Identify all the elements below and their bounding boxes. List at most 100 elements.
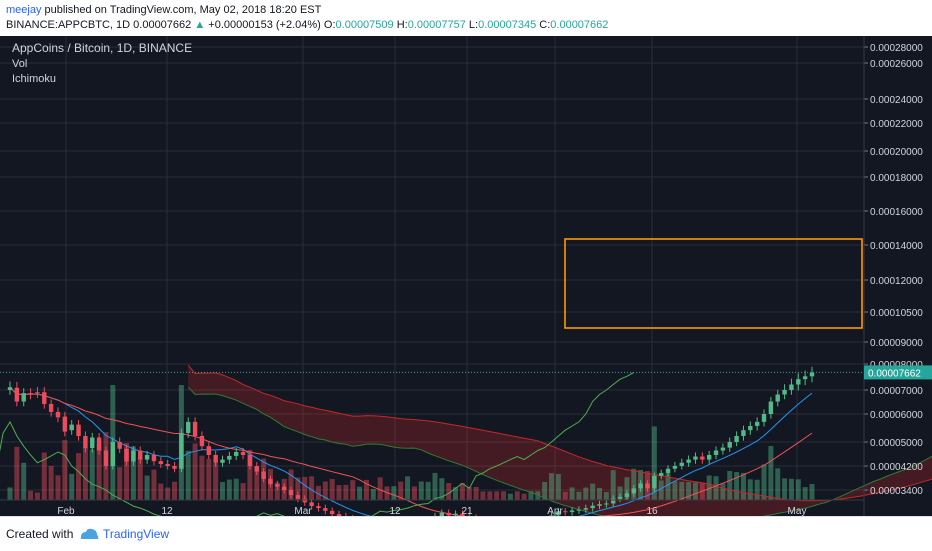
volume-bar (158, 483, 164, 500)
volume-bar (130, 446, 136, 500)
volume-bar (411, 486, 417, 500)
chart-area[interactable]: 0.00028000 0.00026000 0.00024000 0.00022000… (0, 36, 932, 532)
price-tick-label: 0.00006000 (870, 410, 923, 421)
candle-body (295, 495, 301, 499)
candlestick-chart[interactable]: 0.00028000 0.00026000 0.00024000 0.00022000… (0, 36, 932, 532)
price-scale-background (864, 36, 932, 516)
candle-body (611, 498, 616, 504)
volume-bar (459, 482, 465, 500)
candle-body (658, 472, 664, 476)
candle-body (28, 393, 33, 395)
volume-bar (466, 487, 472, 500)
candle-body (645, 483, 650, 489)
volume-bar (315, 485, 321, 500)
volume-bar (692, 482, 698, 500)
volume-bar (14, 446, 20, 500)
tradingview-link[interactable]: TradingView (103, 527, 170, 541)
volume-bar (727, 471, 733, 500)
volume-bar (555, 473, 561, 500)
candle-body (453, 513, 458, 516)
candle-body (309, 502, 314, 507)
volume-bar (377, 477, 383, 500)
volume-bar (487, 491, 493, 500)
chart-background (0, 36, 864, 516)
created-with-text: Created with (6, 527, 74, 541)
volume-bar (706, 475, 712, 500)
tradingview-logo-icon[interactable] (78, 526, 100, 542)
candle-body (281, 486, 287, 490)
volume-bar (453, 487, 459, 500)
volume-bar (144, 475, 150, 500)
candle-body (809, 372, 815, 377)
volume-bar (288, 469, 294, 500)
candle-body (96, 437, 102, 451)
last-price-label: 0.00007662 (868, 368, 921, 379)
candle-body (624, 493, 630, 497)
volume-bar (521, 493, 527, 500)
high-value: 0.00007757 (407, 19, 466, 31)
publish-line: meejay published on TradingView.com, May… (6, 4, 321, 16)
candle-body (179, 433, 184, 469)
drawings (0, 238, 864, 373)
volume-bar (418, 481, 424, 500)
candle-body (261, 471, 266, 479)
volume-bar (172, 481, 178, 500)
price-tick-label: 0.00003400 (870, 486, 923, 497)
volume-bar (597, 487, 603, 500)
chart-header: meejay published on TradingView.com, May… (0, 0, 932, 36)
span-a-line (187, 386, 932, 523)
target-box (564, 238, 863, 329)
candle-body (275, 484, 280, 487)
author-link[interactable]: meejay (6, 4, 42, 16)
price-tick-label: 0.00005000 (870, 438, 923, 449)
volume-bar (96, 443, 102, 500)
candle-body (302, 498, 307, 503)
volume-bar (542, 481, 548, 500)
volume-bar (569, 487, 575, 500)
ichimoku-cloud (188, 365, 932, 522)
time-tick-label: Feb (57, 506, 75, 516)
candle-body (802, 376, 808, 380)
volume-bar (350, 480, 356, 500)
legend-vol: Vol (12, 58, 27, 70)
candle-body (165, 464, 170, 466)
volume-bar (720, 483, 726, 500)
candle-body (316, 506, 321, 509)
candle-body (597, 504, 602, 506)
candle-body (7, 387, 13, 390)
volume-bar (507, 493, 513, 500)
volume-bar (343, 484, 349, 500)
price-tick-label: 0.00024000 (870, 95, 923, 106)
volume-bar (48, 466, 54, 500)
volume-bar (213, 463, 219, 500)
volume-bar (185, 450, 191, 500)
span-b-line (187, 364, 932, 502)
candle-body (556, 511, 561, 516)
candle-body (576, 509, 582, 511)
price-tick-label: 0.00020000 (870, 147, 923, 158)
volume-bar (82, 447, 88, 500)
candle-body (103, 450, 109, 466)
candle-body (439, 512, 445, 517)
candle-body (446, 512, 451, 516)
price-axis: 0.00028000 0.00026000 0.00024000 0.00022000… (863, 36, 932, 516)
volume-bar (514, 491, 520, 500)
volume-bar (740, 472, 746, 500)
candle-body (700, 456, 705, 460)
volume-bar (665, 473, 671, 500)
cloud-fill (188, 365, 932, 522)
volume-bar (494, 491, 500, 500)
volume-bar (34, 492, 40, 500)
candle-body (227, 455, 232, 460)
candle-body (679, 462, 684, 466)
price-tick-label: 0.00009000 (870, 338, 923, 349)
candle-body (713, 450, 719, 455)
volume-bar (302, 476, 308, 500)
candle-body (220, 459, 225, 463)
volume-bar (254, 467, 260, 500)
last-price: 0.00007662 (133, 19, 192, 31)
candle-body (117, 442, 122, 449)
candle-body (247, 454, 253, 466)
candle-body (583, 508, 588, 510)
candle-body (21, 393, 26, 402)
